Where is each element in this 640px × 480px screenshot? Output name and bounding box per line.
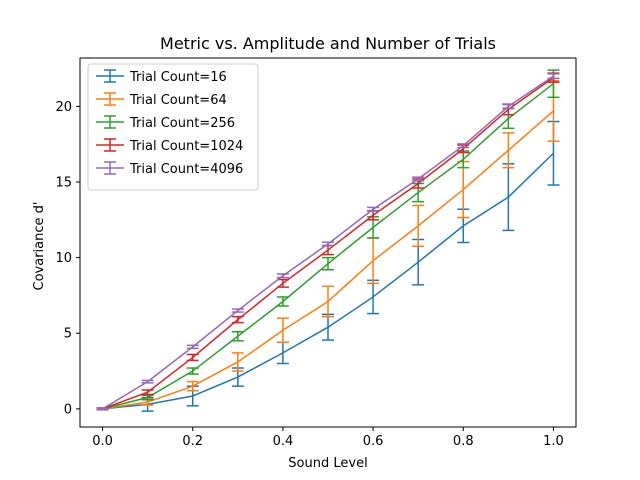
y-tick-label: 5 <box>64 327 72 342</box>
legend-box <box>87 63 259 191</box>
series-line <box>102 77 554 410</box>
y-axis-label: Covariance d' <box>32 202 47 291</box>
chart-title: Metric vs. Amplitude and Number of Trial… <box>160 34 496 53</box>
legend-entry: Trial Count=16 <box>96 69 227 85</box>
x-tick-label: 0.8 <box>453 434 474 449</box>
x-axis-label: Sound Level <box>288 456 367 471</box>
series-line <box>102 83 554 410</box>
legend: Trial Count=16 Trial Count=64 Trial Count=… <box>87 63 259 191</box>
x-tick-label: 0.0 <box>92 434 113 449</box>
legend-label: Trial Count=16 <box>129 70 227 85</box>
y-tick-label: 20 <box>55 100 72 115</box>
series-line <box>102 75 554 410</box>
series-4 <box>96 72 560 411</box>
series-3 <box>96 69 560 411</box>
legend-entry: Trial Count=256 <box>96 115 235 131</box>
series-5 <box>96 73 560 411</box>
series-line <box>102 110 554 410</box>
axes: 0.0 0.2 0.4 0.6 0.8 1.0 0 5 10 15 20 <box>55 57 577 449</box>
y-tick-label: 0 <box>64 402 72 417</box>
legend-label: Trial Count=1024 <box>129 139 243 154</box>
legend-entry: Trial Count=4096 <box>96 161 243 177</box>
x-tick-label: 0.6 <box>363 434 384 449</box>
x-tick-label: 0.2 <box>182 434 203 449</box>
legend-label: Trial Count=64 <box>129 93 227 108</box>
x-tick-label: 0.4 <box>273 434 294 449</box>
legend-entry: Trial Count=1024 <box>96 138 243 154</box>
y-tick-label: 10 <box>55 251 72 266</box>
legend-entry: Trial Count=64 <box>96 92 227 108</box>
y-tick-label: 15 <box>55 176 72 191</box>
series-line <box>102 152 554 410</box>
x-tick-label: 1.0 <box>543 434 564 449</box>
legend-label: Trial Count=4096 <box>129 162 243 177</box>
legend-label: Trial Count=256 <box>129 116 235 131</box>
axes-frame <box>79 57 577 428</box>
plot-area <box>96 69 560 412</box>
